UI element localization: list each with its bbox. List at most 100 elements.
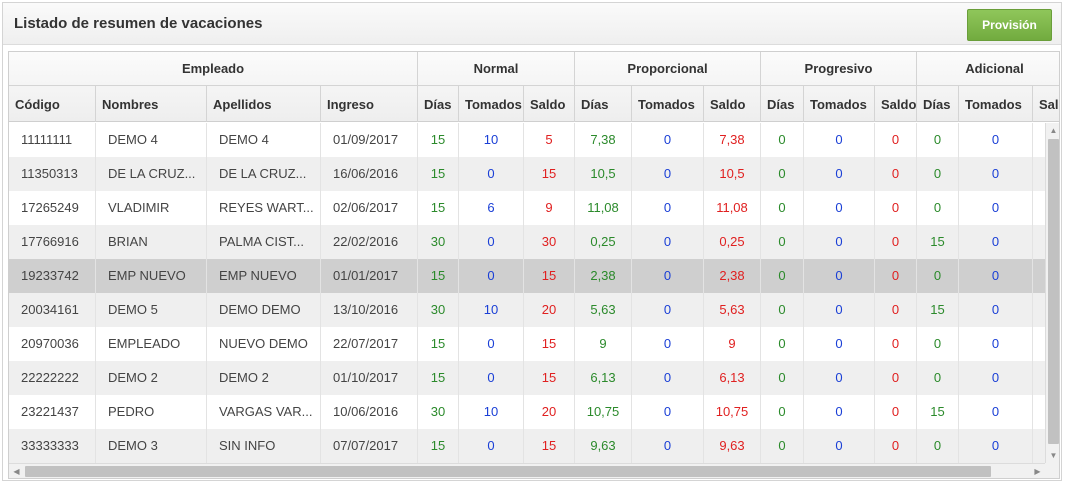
col-prop-tomados-header[interactable]: Tomados (632, 86, 704, 122)
table-row[interactable]: 11111111 DEMO 4 DEMO 4 01/09/2017 15 10 5 7,38 0… (9, 123, 1045, 157)
cell-adic-tomados: 0 (959, 191, 1033, 225)
cell-prop-saldo: 9 (704, 327, 761, 361)
cell-adic-saldo (1033, 395, 1045, 429)
cell-normal-dias: 15 (418, 123, 459, 157)
cell-normal-saldo: 9 (524, 191, 575, 225)
cell-nombres: EMPLEADO (96, 327, 207, 361)
cell-adic-tomados: 0 (959, 327, 1033, 361)
cell-prop-tomados: 0 (632, 259, 704, 293)
cell-codigo: 23221437 (9, 395, 96, 429)
cell-prog-saldo: 0 (875, 395, 917, 429)
col-adic-dias-header[interactable]: Días (917, 86, 959, 122)
cell-prop-tomados: 0 (632, 327, 704, 361)
cell-adic-saldo (1033, 191, 1045, 225)
cell-prog-dias: 0 (761, 293, 804, 327)
cell-prog-tomados: 0 (804, 361, 875, 395)
group-header-normal: Normal (418, 52, 575, 86)
vertical-scroll-thumb[interactable] (1048, 139, 1059, 444)
cell-prog-dias: 0 (761, 361, 804, 395)
cell-nombres: PEDRO (96, 395, 207, 429)
cell-adic-dias: 0 (917, 191, 959, 225)
cell-prog-dias: 0 (761, 157, 804, 191)
cell-normal-saldo: 5 (524, 123, 575, 157)
cell-prop-saldo: 0,25 (704, 225, 761, 259)
cell-prop-saldo: 6,13 (704, 361, 761, 395)
cell-prog-tomados: 0 (804, 259, 875, 293)
cell-nombres: DEMO 2 (96, 361, 207, 395)
grid-body: 11111111 DEMO 4 DEMO 4 01/09/2017 15 10 5 7,38 0… (9, 123, 1045, 463)
cell-normal-tomados: 0 (459, 225, 524, 259)
col-normal-dias-header[interactable]: Días (418, 86, 459, 122)
col-normal-saldo-header[interactable]: Saldo (524, 86, 575, 122)
cell-codigo: 20970036 (9, 327, 96, 361)
col-prop-saldo-header[interactable]: Saldo (704, 86, 761, 122)
horizontal-scroll-thumb[interactable] (25, 466, 991, 477)
cell-prop-tomados: 0 (632, 293, 704, 327)
cell-prog-dias: 0 (761, 395, 804, 429)
cell-adic-tomados: 0 (959, 157, 1033, 191)
col-codigo-header[interactable]: Código (9, 86, 96, 122)
cell-prop-saldo: 10,75 (704, 395, 761, 429)
cell-prog-saldo: 0 (875, 429, 917, 463)
col-nombres-header[interactable]: Nombres (96, 86, 207, 122)
table-row[interactable]: 17766916 BRIAN PALMA CIST... 22/02/2016 30 0 3… (9, 225, 1045, 259)
scrollbar-corner (1045, 463, 1059, 478)
cell-prog-saldo: 0 (875, 191, 917, 225)
table-row[interactable]: 19233742 EMP NUEVO EMP NUEVO 01/01/2017 15 0 1… (9, 259, 1045, 293)
cell-prog-dias: 0 (761, 191, 804, 225)
scroll-right-arrow-icon[interactable]: ▶ (1034, 467, 1041, 476)
group-header-adicional: Adicional (917, 52, 1059, 86)
cell-prog-tomados: 0 (804, 157, 875, 191)
cell-normal-dias: 15 (418, 259, 459, 293)
cell-adic-saldo (1033, 293, 1045, 327)
cell-prog-dias: 0 (761, 429, 804, 463)
table-row[interactable]: 23221437 PEDRO VARGAS VAR... 10/06/2016 30 10… (9, 395, 1045, 429)
cell-codigo: 20034161 (9, 293, 96, 327)
cell-prop-tomados: 0 (632, 395, 704, 429)
cell-adic-dias: 0 (917, 327, 959, 361)
col-adic-tomados-header[interactable]: Tomados (959, 86, 1033, 122)
cell-prop-dias: 9 (575, 327, 632, 361)
table-row[interactable]: 17265249 VLADIMIR REYES WART... 02/06/2017 1… (9, 191, 1045, 225)
provision-button[interactable]: Provisión (967, 9, 1052, 41)
cell-prop-saldo: 10,5 (704, 157, 761, 191)
table-row[interactable]: 11350313 DE LA CRUZ... DE LA CRUZ... 16/06/… (9, 157, 1045, 191)
col-apellidos-header[interactable]: Apellidos (207, 86, 321, 122)
table-row[interactable]: 33333333 DEMO 3 SIN INFO 07/07/2017 15 0 15 9,6… (9, 429, 1045, 463)
cell-normal-saldo: 20 (524, 293, 575, 327)
cell-prog-tomados: 0 (804, 429, 875, 463)
cell-normal-dias: 15 (418, 361, 459, 395)
cell-apellidos: REYES WART... (207, 191, 321, 225)
scroll-down-arrow-icon[interactable]: ▼ (1049, 451, 1058, 460)
col-prog-tomados-header[interactable]: Tomados (804, 86, 875, 122)
scroll-up-arrow-icon[interactable]: ▲ (1049, 126, 1058, 135)
cell-adic-dias: 0 (917, 429, 959, 463)
col-ingreso-header[interactable]: Ingreso (321, 86, 418, 122)
col-normal-tomados-header[interactable]: Tomados (459, 86, 524, 122)
cell-prog-saldo: 0 (875, 361, 917, 395)
group-header-empleado: Empleado (9, 52, 418, 86)
table-row[interactable]: 22222222 DEMO 2 DEMO 2 01/10/2017 15 0 15 6,13 0… (9, 361, 1045, 395)
cell-adic-dias: 0 (917, 361, 959, 395)
vertical-scrollbar[interactable]: ▲ ▼ (1045, 123, 1059, 463)
col-prop-dias-header[interactable]: Días (575, 86, 632, 122)
horizontal-scrollbar[interactable]: ◀ ▶ (9, 463, 1045, 478)
cell-normal-tomados: 0 (459, 327, 524, 361)
col-adic-saldo-header[interactable]: Saldo (1033, 86, 1059, 122)
group-header-progresivo: Progresivo (761, 52, 917, 86)
cell-normal-tomados: 10 (459, 293, 524, 327)
col-prog-dias-header[interactable]: Días (761, 86, 804, 122)
cell-prop-saldo: 5,63 (704, 293, 761, 327)
cell-normal-saldo: 15 (524, 327, 575, 361)
col-prog-saldo-header[interactable]: Saldo (875, 86, 917, 122)
cell-prop-dias: 9,63 (575, 429, 632, 463)
cell-prop-dias: 7,38 (575, 123, 632, 157)
cell-adic-saldo (1033, 123, 1045, 157)
cell-ingreso: 10/06/2016 (321, 395, 418, 429)
cell-prog-dias: 0 (761, 259, 804, 293)
cell-nombres: EMP NUEVO (96, 259, 207, 293)
table-row[interactable]: 20034161 DEMO 5 DEMO DEMO 13/10/2016 30 10 20 5… (9, 293, 1045, 327)
scroll-left-arrow-icon[interactable]: ◀ (13, 467, 20, 476)
table-row[interactable]: 20970036 EMPLEADO NUEVO DEMO 22/07/2017 15 0 1… (9, 327, 1045, 361)
cell-prog-dias: 0 (761, 225, 804, 259)
